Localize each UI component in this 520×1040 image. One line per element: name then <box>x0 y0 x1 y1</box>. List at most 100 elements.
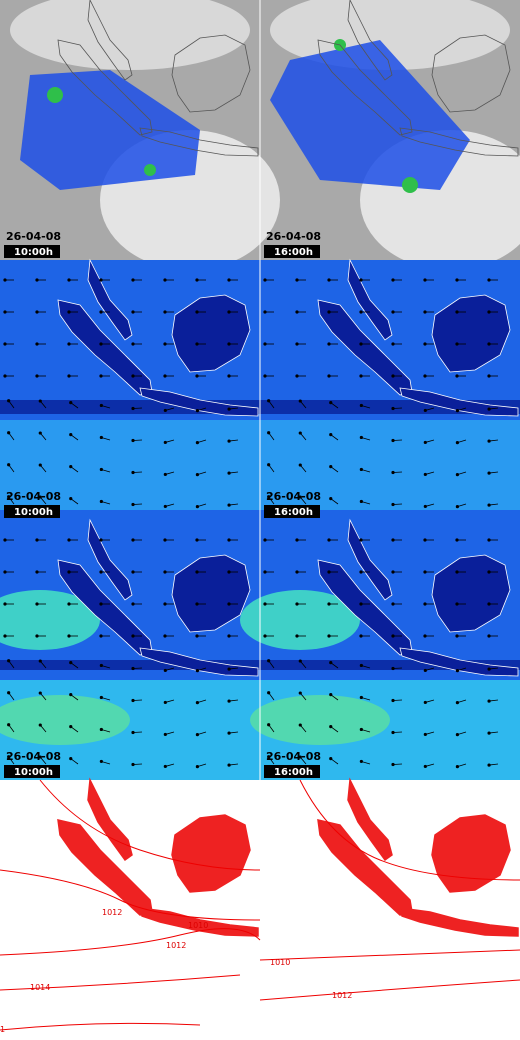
arrow-head <box>35 538 39 542</box>
arrow-head <box>487 538 491 542</box>
arrow-head <box>38 723 42 727</box>
arrow-head <box>35 310 39 314</box>
arrow-head <box>99 435 103 440</box>
arrow-head <box>455 505 459 509</box>
time-label: 16:00h <box>274 767 313 778</box>
arrow-head <box>295 342 299 346</box>
arrow-head <box>195 602 199 606</box>
arrow-head <box>487 503 491 507</box>
date-label: 26-04-08 <box>6 750 61 763</box>
arrow-head <box>391 374 395 378</box>
arrow-head <box>3 310 7 314</box>
arrow-head <box>3 602 7 606</box>
arrow-head <box>227 538 231 542</box>
arrow-head <box>359 403 363 408</box>
arrow-head <box>359 602 363 606</box>
arrow-head <box>195 634 199 638</box>
arrow-head <box>487 278 491 282</box>
arrow-head <box>38 691 42 695</box>
contour-label: 1012 <box>332 991 352 1000</box>
arrow-head <box>391 470 395 475</box>
arrow-head <box>298 755 302 759</box>
arrow-head <box>38 495 42 499</box>
arrow-head <box>163 440 167 445</box>
arrow-head <box>487 471 491 475</box>
arrow-head <box>99 538 103 542</box>
arrow-head <box>487 439 491 443</box>
arrow-head <box>38 463 42 467</box>
arrow-head <box>163 634 167 638</box>
arrow-head <box>227 570 231 574</box>
arrow-head <box>131 570 135 574</box>
arrow-head <box>69 465 73 469</box>
arrow-head <box>359 538 363 542</box>
arrow-head <box>391 538 395 542</box>
arrow-head <box>359 467 363 472</box>
arrow-head <box>131 502 135 507</box>
arrow-head <box>3 342 7 346</box>
arrow-head <box>67 374 71 378</box>
contour-label: 1010 <box>270 958 290 967</box>
arrow-head <box>455 409 459 413</box>
arrow-head <box>163 732 167 737</box>
arrow-head <box>195 409 199 413</box>
arrow-head <box>3 538 7 542</box>
arrow-head <box>423 538 427 542</box>
arrow-head <box>423 342 427 346</box>
arrow-head <box>359 759 363 764</box>
arrow-head <box>67 278 71 282</box>
arrow-head <box>267 495 271 499</box>
arrow-head <box>487 763 491 767</box>
arrow-head <box>359 278 363 282</box>
arrow-head <box>131 634 135 638</box>
date-label: 26-04-08 <box>6 230 61 243</box>
arrow-head <box>3 278 7 282</box>
arrow-head <box>227 342 231 346</box>
arrow-head <box>3 634 7 638</box>
arrow-head <box>38 659 42 663</box>
arrow-head <box>131 666 135 671</box>
arrow-head <box>487 310 491 314</box>
arrow-head <box>131 538 135 542</box>
arrow-head <box>195 505 199 509</box>
arrow-head <box>263 310 267 314</box>
arrow-head <box>295 310 299 314</box>
arrow-head <box>227 763 231 767</box>
contour-label: 1010 <box>188 921 208 930</box>
arrow-head <box>298 659 302 663</box>
arrow-head <box>67 570 71 574</box>
time-label: 16:00h <box>274 247 313 258</box>
arrow-head <box>7 399 11 403</box>
arrow-head <box>7 495 11 499</box>
arrow-head <box>195 473 199 477</box>
arrow-head <box>455 342 459 346</box>
arrow-head <box>423 570 427 574</box>
arrow-head <box>329 693 333 697</box>
arrow-head <box>99 663 103 668</box>
arrow-head <box>35 602 39 606</box>
arrow-head <box>295 602 299 606</box>
arrow-head <box>67 602 71 606</box>
arrow-head <box>391 698 395 703</box>
arrow-head <box>7 659 11 663</box>
arrow-head <box>455 310 459 314</box>
arrow-head <box>487 699 491 703</box>
arrow-head <box>163 472 167 477</box>
arrow-head <box>195 765 199 769</box>
time-label: 10:00h <box>14 767 53 778</box>
arrow-head <box>267 691 271 695</box>
arrow-head <box>99 342 103 346</box>
arrow-head <box>131 602 135 606</box>
arrow-head <box>267 659 271 663</box>
arrow-head <box>263 342 267 346</box>
arrow-head <box>69 757 73 761</box>
arrow-head <box>99 403 103 408</box>
arrow-head <box>163 764 167 769</box>
arrow-head <box>327 634 331 638</box>
arrow-head <box>455 669 459 673</box>
time-box <box>4 765 60 778</box>
arrow-head <box>227 374 231 378</box>
arrow-head <box>298 691 302 695</box>
